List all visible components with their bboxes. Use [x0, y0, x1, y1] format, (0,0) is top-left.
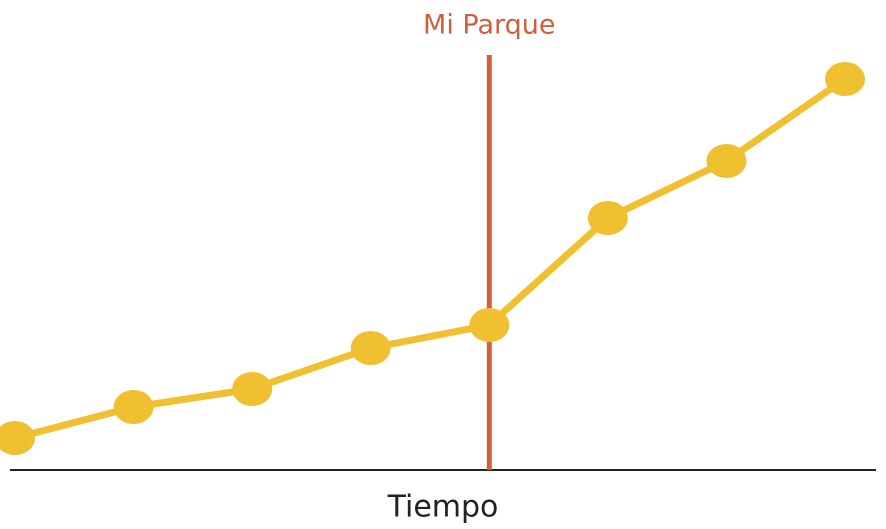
point [113, 390, 154, 424]
point [0, 421, 35, 455]
point [825, 62, 865, 96]
point [350, 331, 391, 365]
x-axis-label: Tiempo [387, 490, 499, 525]
point [706, 144, 747, 178]
line [14, 76, 847, 442]
point [587, 201, 628, 235]
point [469, 308, 510, 342]
point [232, 372, 273, 406]
annotation-label: Mi Parque [423, 10, 555, 41]
